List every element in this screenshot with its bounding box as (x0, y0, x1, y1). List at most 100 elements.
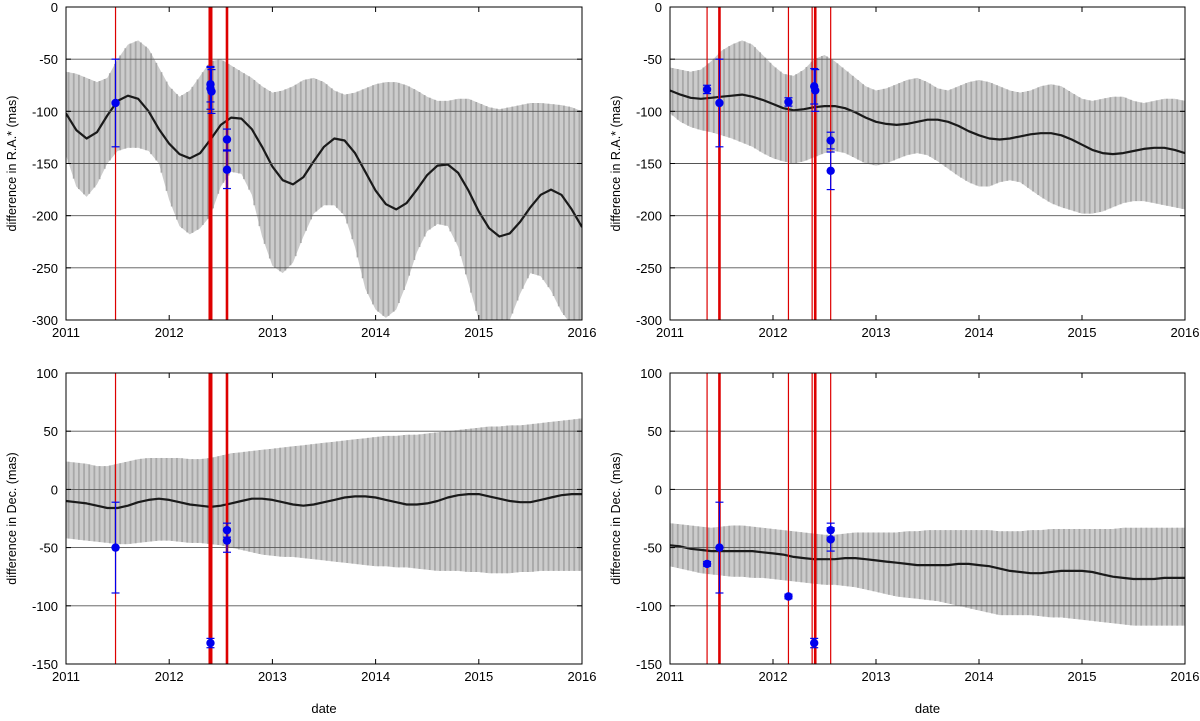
data-marker (826, 535, 835, 544)
data-point (222, 150, 232, 190)
plot-area (66, 418, 582, 574)
y-axis-label: difference in Dec. (mas) (5, 452, 19, 584)
x-tick-label: 2013 (258, 325, 287, 340)
data-point (784, 97, 793, 107)
x-tick-label: 2014 (965, 325, 994, 340)
x-axis-label: date (915, 701, 940, 716)
data-marker (111, 98, 120, 108)
y-axis-label: difference in R.A.* (mas) (5, 96, 19, 232)
data-marker (811, 86, 820, 95)
model-curve (670, 89, 1185, 156)
plot-area (66, 40, 582, 320)
model-curve (670, 544, 1185, 581)
x-tick-label: 2013 (258, 669, 287, 684)
y-tick-label: 0 (51, 482, 58, 497)
y-tick-label: -200 (636, 209, 662, 224)
data-point (207, 68, 216, 115)
y-tick-label: 0 (655, 0, 662, 15)
x-tick-label: 2016 (1171, 669, 1200, 684)
data-point (826, 151, 835, 191)
uncertainty-band (670, 523, 1185, 626)
y-tick-label: -300 (636, 313, 662, 328)
y-tick-label: 0 (655, 482, 662, 497)
y-tick-label: -50 (39, 541, 58, 556)
x-tick-label: 2012 (759, 325, 788, 340)
y-tick-label: -250 (636, 261, 662, 276)
x-tick-label: 2012 (155, 325, 184, 340)
data-point (826, 527, 835, 552)
data-point (111, 501, 120, 594)
x-tick-label: 2016 (568, 325, 597, 340)
x-tick-label: 2011 (656, 325, 684, 340)
y-tick-label: 50 (44, 424, 58, 439)
panel-bottom-right: 2011 2012 2013 2014 2015 2016 -150 -100 -50 0 50 10… (609, 366, 1199, 716)
data-marker (222, 536, 232, 545)
x-tick-label: 2015 (464, 325, 493, 340)
data-point (715, 58, 724, 148)
y-tick-label: -250 (32, 261, 58, 276)
panel-top-right: 2011 2012 2013 2014 2015 2016 -300 -250 -200 -150… (609, 0, 1199, 340)
data-marker (784, 97, 793, 107)
y-tick-label: -50 (39, 52, 58, 67)
y-axis-label: difference in Dec. (mas) (609, 452, 623, 584)
x-tick-label: 2011 (52, 325, 80, 340)
data-point (702, 559, 712, 569)
x-tick-label: 2015 (1068, 669, 1097, 684)
y-tick-label: -200 (32, 209, 58, 224)
x-tick-label: 2016 (1171, 325, 1200, 340)
data-point (222, 128, 232, 151)
x-tick-label: 2016 (568, 669, 597, 684)
y-tick-label: -300 (32, 313, 58, 328)
data-marker (826, 166, 835, 176)
y-tick-label: -100 (32, 104, 58, 119)
data-marker (111, 543, 120, 552)
data-point (826, 131, 835, 150)
plot-frame (65, 372, 583, 665)
panel-bottom-left: 2011 2012 2013 2014 2015 2016 -150 -100 -50 0 50 10… (5, 366, 596, 716)
y-tick-label: -50 (643, 52, 662, 67)
y-tick-label: -150 (32, 657, 58, 672)
data-marker (206, 638, 215, 648)
x-tick-label: 2014 (361, 669, 390, 684)
data-marker (715, 543, 724, 552)
y-tick-label: 100 (640, 366, 662, 381)
x-tick-label: 2013 (862, 669, 891, 684)
x-tick-label: 2015 (464, 669, 493, 684)
data-point (811, 68, 820, 112)
model-curve (66, 94, 582, 238)
x-tick-label: 2013 (862, 325, 891, 340)
plot-frame (669, 372, 1186, 665)
y-axis-label: difference in R.A.* (mas) (609, 96, 623, 232)
data-marker (826, 136, 835, 145)
model-curve (66, 493, 582, 510)
uncertainty-band (670, 40, 1185, 214)
data-marker (702, 559, 712, 569)
x-tick-label: 2011 (656, 669, 684, 684)
y-tick-label: -50 (643, 541, 662, 556)
y-tick-label: -100 (32, 599, 58, 614)
data-marker (715, 98, 724, 108)
plot-area (670, 40, 1185, 214)
y-tick-label: -150 (32, 157, 58, 172)
x-tick-label: 2012 (155, 669, 184, 684)
x-tick-label: 2014 (361, 325, 390, 340)
y-tick-label: -100 (636, 599, 662, 614)
x-tick-label: 2014 (965, 669, 994, 684)
uncertainty-band (66, 40, 582, 320)
y-tick-label: 50 (648, 424, 662, 439)
x-tick-label: 2012 (759, 669, 788, 684)
x-tick-label: 2015 (1068, 325, 1097, 340)
data-point (810, 637, 819, 649)
data-point (111, 58, 120, 148)
uncertainty-band (66, 418, 582, 574)
data-point (702, 84, 712, 95)
x-tick-label: 2011 (52, 669, 80, 684)
data-marker (784, 592, 793, 601)
data-point (206, 637, 215, 649)
y-tick-label: -150 (636, 157, 662, 172)
data-point (715, 501, 724, 594)
data-point (222, 528, 232, 553)
data-marker (810, 638, 819, 648)
y-tick-label: -100 (636, 104, 662, 119)
